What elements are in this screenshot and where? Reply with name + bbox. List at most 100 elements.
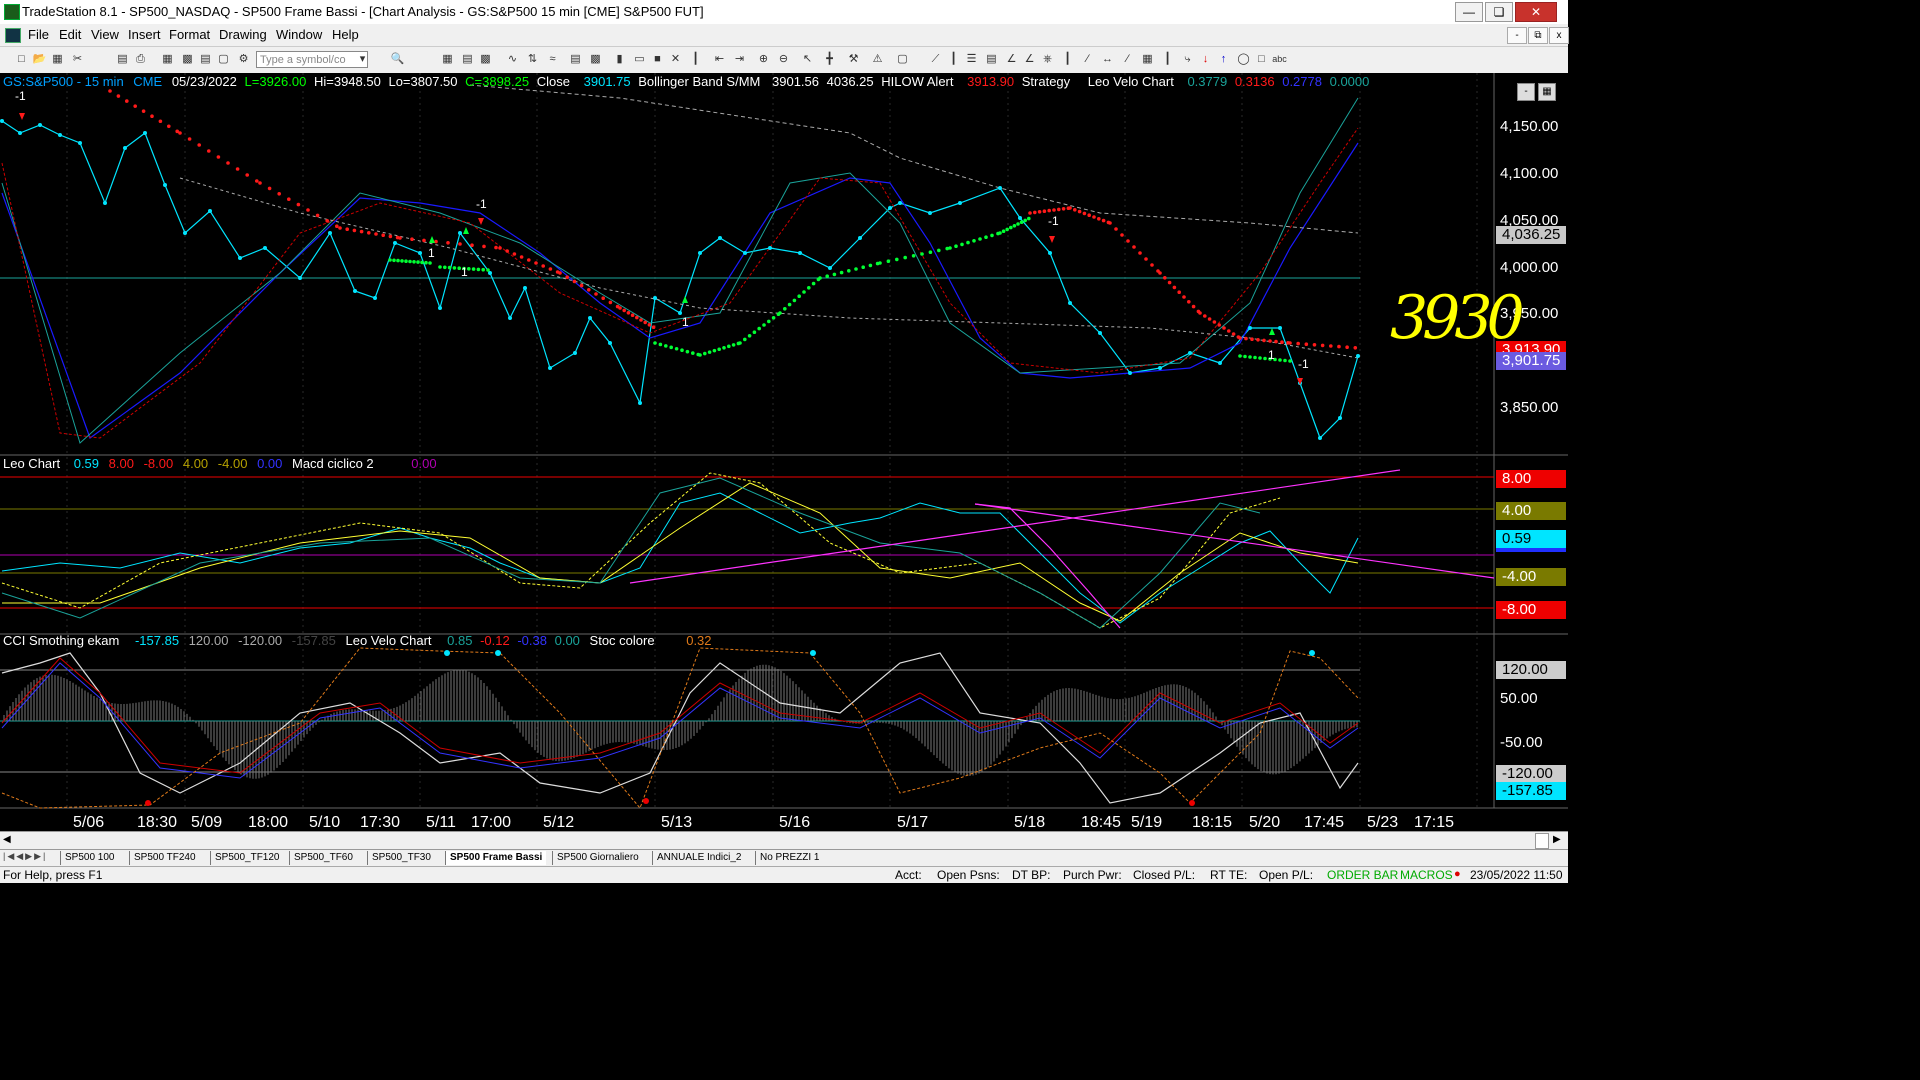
macro-icon[interactable]: ⚙ — [238, 53, 249, 65]
data-window-icon[interactable]: ▩ — [590, 53, 601, 65]
tab-sp500-giornaliero[interactable]: SP500 Giornaliero — [552, 851, 643, 865]
bar-space-icon[interactable]: ┃ — [692, 53, 699, 65]
horizontal-lines-icon[interactable]: ☰ — [966, 53, 977, 65]
fibonacci-icon[interactable]: ▤ — [986, 53, 997, 65]
vertical-lines-icon[interactable]: ┃ — [950, 53, 957, 65]
save-icon[interactable]: ▦ — [52, 53, 63, 65]
symbol-lookup-icon[interactable]: 🔍 — [390, 53, 405, 65]
price-point — [123, 146, 127, 150]
tab-no-prezzi-1[interactable]: No PREZZI 1 — [755, 851, 823, 865]
cut-icon[interactable]: ✂ — [72, 53, 83, 65]
minimize-button[interactable]: — — [1455, 2, 1483, 22]
freehand-icon[interactable]: ⤷ — [1184, 53, 1191, 65]
menu-edit[interactable]: Edit — [59, 27, 82, 42]
bar-chart-icon[interactable]: ▮ — [616, 53, 623, 65]
tab-sp500-tf240[interactable]: SP500 TF240 — [129, 851, 200, 865]
alert-icon[interactable]: ⚠ — [872, 53, 883, 65]
tab-annuale-indici-2[interactable]: ANNUALE Indici_2 — [652, 851, 745, 865]
tab-sp500-tf60[interactable]: SP500_TF60 — [289, 851, 357, 865]
mdi-restore-button[interactable]: ⧉ — [1528, 27, 1548, 44]
mdi-minimize-button[interactable]: - — [1507, 27, 1527, 44]
move-icon[interactable]: ↔ — [1102, 53, 1113, 65]
symbol-dropdown-icon[interactable]: ▾ — [359, 53, 366, 65]
scroll-right-icon[interactable]: ⇥ — [734, 53, 745, 65]
window-layout-icon[interactable]: ▦ — [162, 53, 173, 65]
pointer-icon[interactable]: ↖ — [802, 53, 813, 65]
tab-nav-arrows-icon[interactable]: |◀◀▶▶| — [3, 851, 48, 861]
tab-sp500-tf120[interactable]: SP500_TF120 — [210, 851, 284, 865]
chart-style-icon[interactable]: ▤ — [570, 53, 581, 65]
mdi-close-button[interactable]: x — [1549, 27, 1569, 44]
price-point — [1318, 436, 1322, 440]
menu-format[interactable]: Format — [169, 27, 211, 42]
chart-window-icon[interactable] — [5, 28, 21, 43]
chart-canvas[interactable]: -1 -1 -1 -1 1 1 1 1 — [0, 73, 1568, 831]
maximize-button[interactable]: ❏ — [1485, 2, 1513, 22]
scroll-left-arrow-icon[interactable]: ◀ — [3, 834, 11, 845]
line-chart-icon[interactable]: ■ — [654, 53, 661, 65]
zoom-out-icon[interactable]: ⊖ — [778, 53, 789, 65]
print-preview-icon[interactable]: ▤ — [117, 53, 128, 65]
arrow-up-icon[interactable]: ↑ — [1220, 53, 1227, 65]
parallel-lines-icon[interactable]: ∕ — [1126, 53, 1129, 65]
tab-sp500-100[interactable]: SP500 100 — [60, 851, 119, 865]
close-button[interactable]: ✕ — [1515, 2, 1557, 22]
chart-restore-button[interactable]: ▦ — [1538, 83, 1556, 101]
andrews-pitchfork-icon[interactable]: ⎈ — [1043, 53, 1052, 65]
crosshair-icon[interactable]: ╋ — [826, 53, 833, 65]
sell-signal-label: -1 — [476, 197, 487, 211]
arrow-down-icon[interactable]: ↓ — [1202, 53, 1209, 65]
cascade-icon[interactable]: ▤ — [200, 53, 211, 65]
horizontal-scrollbar[interactable]: ◀ ▶ — [0, 831, 1568, 850]
zoom-in-icon[interactable]: ⊕ — [758, 53, 769, 65]
point-figure-icon[interactable]: ✕ — [670, 53, 681, 65]
open-icon[interactable]: 📂 — [32, 53, 47, 65]
radar-screen-icon[interactable]: ▤ — [462, 53, 473, 65]
time-tick: 5/18 — [1014, 814, 1046, 831]
tradestation-logo-icon — [4, 4, 20, 20]
strategy-dot-green — [1005, 227, 1009, 232]
gann-fan-icon[interactable]: ∠ — [1006, 53, 1017, 65]
menu-window[interactable]: Window — [276, 27, 323, 42]
indicator-icon[interactable]: ∿ — [507, 53, 518, 65]
print-icon[interactable]: ⎙ — [136, 53, 145, 65]
time-zone-icon[interactable]: ┃ — [1164, 53, 1171, 65]
candle-icon[interactable]: ▭ — [634, 53, 645, 65]
status-macros[interactable]: MACROS — [1400, 868, 1453, 882]
chart-analysis-window[interactable]: -1 -1 -1 -1 1 1 1 1 GS:S&P500 - 15 min CME 05/2… — [0, 73, 1568, 831]
trendline-icon[interactable]: ⟋ — [931, 53, 940, 65]
format-icon[interactable]: ▢ — [218, 53, 229, 65]
scrollbar-thumb[interactable] — [1535, 833, 1549, 849]
menu-insert[interactable]: Insert — [128, 27, 161, 42]
tile-icon[interactable]: ▩ — [182, 53, 193, 65]
matrix-icon[interactable]: ▩ — [480, 53, 491, 65]
new-icon[interactable]: □ — [18, 53, 25, 65]
symbol-input[interactable]: Type a symbol/co — [256, 51, 368, 68]
tab-sp500-frame-bassi[interactable]: SP500 Frame Bassi — [445, 851, 547, 865]
price-point — [238, 256, 242, 260]
menu-drawing[interactable]: Drawing — [219, 27, 267, 42]
tools-icon[interactable]: ⚒ — [848, 53, 859, 65]
chart-minimize-button[interactable]: - — [1517, 83, 1535, 101]
eraser-icon[interactable]: ▢ — [897, 53, 908, 65]
regression-icon[interactable]: ┃ — [1064, 53, 1071, 65]
scroll-right-arrow-icon[interactable]: ▶ — [1553, 834, 1561, 845]
scroll-left-icon[interactable]: ⇤ — [714, 53, 725, 65]
status-help-text: For Help, press F1 — [3, 868, 103, 882]
channel-icon[interactable]: ∕ — [1086, 53, 1089, 65]
text-tool-icon[interactable]: abc — [1272, 54, 1287, 64]
cycle-lines-icon[interactable]: ▦ — [1142, 53, 1153, 65]
rectangle-icon[interactable]: □ — [1258, 53, 1265, 65]
menu-file[interactable]: File — [28, 27, 49, 42]
strategy-dot-red — [1191, 304, 1196, 309]
analysis-icon[interactable]: ≈ — [549, 53, 556, 65]
menu-view[interactable]: View — [91, 27, 119, 42]
price-point — [18, 131, 22, 135]
ellipse-icon[interactable]: ◯ — [1237, 53, 1250, 65]
tab-sp500-tf30[interactable]: SP500_TF30 — [367, 851, 435, 865]
menu-help[interactable]: Help — [332, 27, 359, 42]
chart-window-icon-2[interactable]: ▦ — [442, 53, 453, 65]
strategy-icon[interactable]: ⇅ — [527, 53, 538, 65]
status-order-bar[interactable]: ORDER BAR — [1327, 868, 1399, 882]
speed-lines-icon[interactable]: ∠ — [1024, 53, 1035, 65]
